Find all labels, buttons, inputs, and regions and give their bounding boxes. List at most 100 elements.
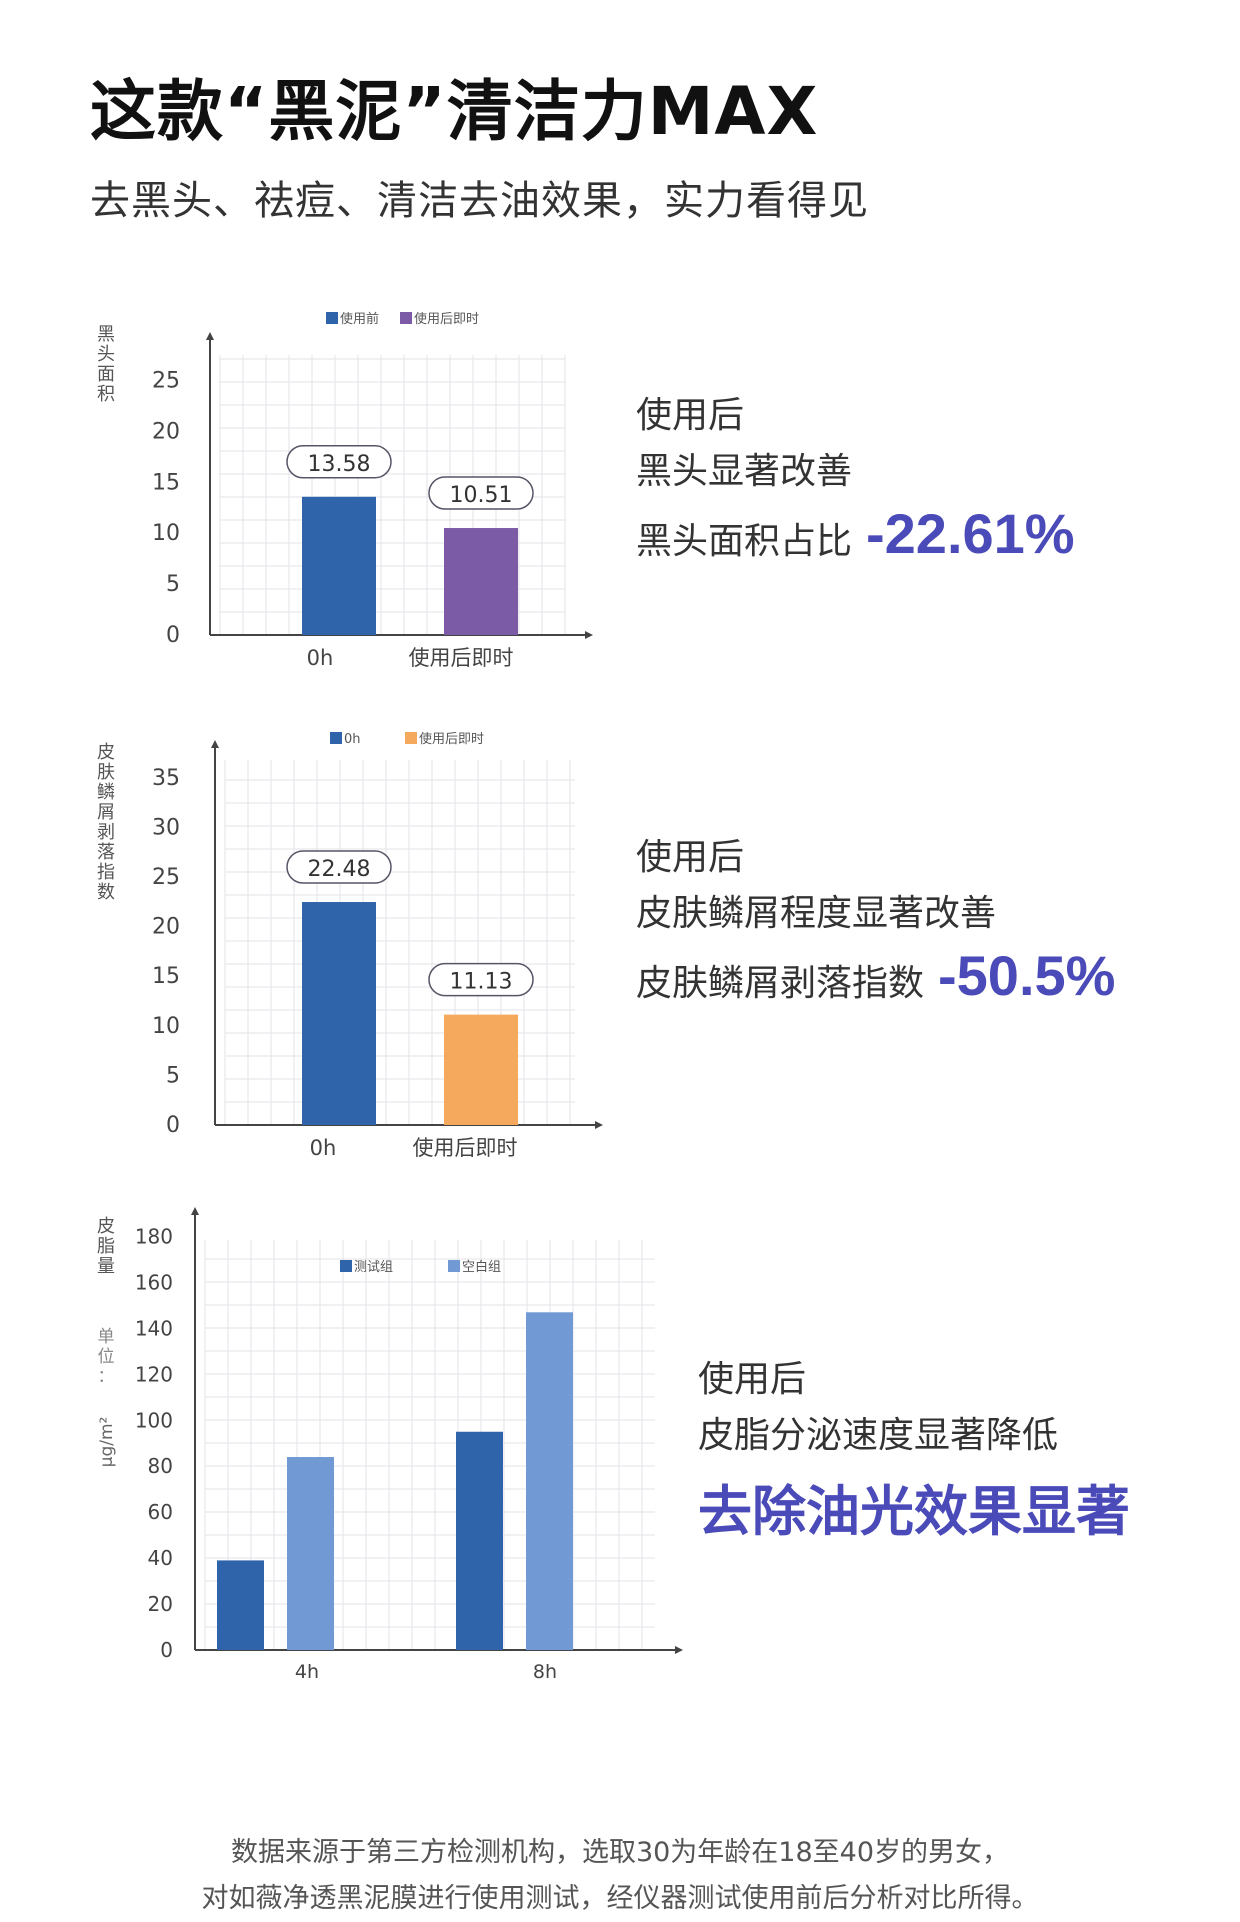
description-3-line2: 皮脂分泌速度显著降低 bbox=[698, 1415, 1059, 1456]
data-label-bubble bbox=[428, 962, 534, 997]
bar bbox=[302, 902, 376, 1125]
y-axis-label-char: 面 bbox=[97, 364, 115, 385]
y-tick-label: 30 bbox=[152, 815, 180, 840]
y-tick-label: 25 bbox=[152, 369, 180, 394]
y-axis-unit-label-char: 位 bbox=[98, 1347, 115, 1367]
x-tick-label: 8h bbox=[533, 1661, 557, 1683]
x-tick-label: 4h bbox=[295, 1661, 319, 1683]
bar bbox=[456, 1431, 503, 1650]
footer-line-1: 数据来源于第三方检测机构，选取30为年龄在18至40岁的男女， bbox=[230, 1837, 1010, 1868]
scale-shedding-chart: 0 5 10 15 20 25 30 35 皮肤鳞屑剥落指数 0h 使用后即时 22.48 0h 11.1… bbox=[97, 731, 603, 1160]
page-subtitle: 去黑头、祛痘、清洁去油效果，实力看得见 bbox=[90, 178, 869, 224]
legend-label: 使用后即时 bbox=[419, 731, 484, 747]
x-axis-arrow bbox=[675, 1646, 683, 1654]
y-tick-label: 15 bbox=[152, 470, 180, 495]
legend-label: 0h bbox=[344, 732, 361, 747]
y-axis-unit-label-char: ： bbox=[98, 1367, 115, 1387]
description-1: 使用后 黑头显著改善 黑头面积占比 -22.61% bbox=[636, 388, 1075, 570]
bar bbox=[526, 1312, 573, 1650]
description-3-line1: 使用后 bbox=[698, 1359, 807, 1400]
data-label: 22.48 bbox=[308, 857, 371, 882]
description-1-line1: 使用后 bbox=[636, 395, 745, 436]
y-axis-label-char: 落 bbox=[97, 842, 115, 863]
y-tick-label: 180 bbox=[135, 1224, 173, 1248]
y-axis-label-char: 肤 bbox=[97, 762, 115, 783]
x-tick-label: 0h bbox=[307, 646, 334, 670]
x-tick-label: 使用后即时 bbox=[413, 1136, 518, 1160]
y-axis-label-char: 脂 bbox=[97, 1236, 115, 1257]
data-label-bubble bbox=[286, 445, 392, 479]
legend-label: 使用后即时 bbox=[414, 311, 479, 327]
y-tick-label: 160 bbox=[135, 1270, 173, 1294]
description-1-stat: -22.61% bbox=[866, 502, 1075, 565]
data-label: 10.51 bbox=[450, 483, 513, 508]
y-tick-label: 80 bbox=[148, 1454, 173, 1478]
y-tick-label: 120 bbox=[135, 1362, 173, 1386]
bar bbox=[444, 1014, 518, 1125]
y-axis-label-char: 鳞 bbox=[97, 782, 115, 803]
y-axis-arrow bbox=[206, 332, 214, 340]
legend-label: 测试组 bbox=[354, 1260, 393, 1275]
page-title: 这款“黑泥”清洁力MAX bbox=[90, 73, 819, 150]
y-axis-label-char: 皮 bbox=[97, 742, 115, 763]
y-axis-label-char: 量 bbox=[97, 1256, 115, 1277]
legend-swatch bbox=[330, 732, 342, 744]
bar bbox=[287, 1457, 334, 1650]
data-label: 11.13 bbox=[450, 970, 513, 995]
description-3-highlight: 去除油光效果显著 bbox=[698, 1480, 1130, 1543]
y-tick-label: 20 bbox=[152, 915, 180, 940]
legend-swatch bbox=[400, 312, 412, 324]
legend-swatch bbox=[340, 1260, 352, 1272]
y-axis-label-char: 黑 bbox=[97, 324, 115, 345]
y-tick-label: 10 bbox=[152, 521, 180, 546]
data-label-bubble bbox=[428, 476, 534, 510]
data-label: 13.58 bbox=[308, 452, 371, 477]
y-tick-label: 140 bbox=[135, 1316, 173, 1340]
footer-line-2: 对如薇净透黑泥膜进行使用测试，经仪器测试使用前后分析对比所得。 bbox=[201, 1883, 1039, 1914]
bar bbox=[302, 496, 376, 635]
y-axis-arrow bbox=[211, 740, 219, 748]
y-axis-label-char: 指 bbox=[97, 862, 115, 883]
y-tick-label: 0 bbox=[166, 1113, 180, 1138]
description-1-line3: 黑头面积占比 bbox=[636, 521, 853, 562]
y-tick-label: 60 bbox=[148, 1500, 173, 1524]
y-axis-label-char: 数 bbox=[97, 882, 115, 903]
legend-swatch bbox=[405, 732, 417, 744]
y-axis-unit-label-char: 单 bbox=[98, 1327, 115, 1347]
y-tick-label: 15 bbox=[152, 964, 180, 989]
legend-label: 使用前 bbox=[340, 311, 379, 327]
description-2-line2: 皮肤鳞屑程度显著改善 bbox=[636, 893, 997, 934]
x-tick-label: 使用后即时 bbox=[409, 646, 514, 670]
description-2-stat: -50.5% bbox=[938, 944, 1116, 1007]
x-axis-arrow bbox=[585, 631, 593, 639]
y-axis-label-char: 皮 bbox=[97, 1216, 115, 1237]
y-tick-label: 5 bbox=[166, 1063, 180, 1088]
description-2-line3: 皮肤鳞屑剥落指数 bbox=[636, 963, 925, 1004]
legend-label: 空白组 bbox=[462, 1259, 501, 1275]
x-tick-label: 0h bbox=[310, 1136, 337, 1160]
y-tick-label: 0 bbox=[166, 623, 180, 648]
description-2-line1: 使用后 bbox=[636, 837, 745, 878]
x-axis-arrow bbox=[595, 1121, 603, 1129]
y-tick-label: 100 bbox=[135, 1408, 173, 1432]
bar bbox=[217, 1560, 264, 1650]
y-tick-label: 0 bbox=[160, 1638, 173, 1662]
y-axis-label-char: 积 bbox=[97, 384, 115, 405]
y-tick-label: 10 bbox=[152, 1014, 180, 1039]
y-tick-label: 20 bbox=[148, 1592, 173, 1616]
y-axis-arrow bbox=[191, 1207, 199, 1215]
y-axis-label-char: 剥 bbox=[97, 822, 115, 843]
y-axis-unit: μg/m² bbox=[97, 1417, 117, 1468]
y-axis-label-char: 头 bbox=[97, 344, 115, 365]
legend-swatch bbox=[326, 312, 338, 324]
bar bbox=[444, 528, 518, 635]
legend-swatch bbox=[448, 1260, 460, 1272]
y-axis-label-char: 屑 bbox=[97, 802, 115, 823]
description-1-line2: 黑头显著改善 bbox=[636, 451, 853, 492]
y-tick-label: 40 bbox=[148, 1546, 173, 1570]
data-label-bubble bbox=[286, 850, 392, 884]
footer-note: 数据来源于第三方检测机构，选取30为年龄在18至40岁的男女， 对如薇净透黑泥膜… bbox=[0, 1830, 1240, 1922]
y-tick-label: 35 bbox=[152, 766, 180, 791]
